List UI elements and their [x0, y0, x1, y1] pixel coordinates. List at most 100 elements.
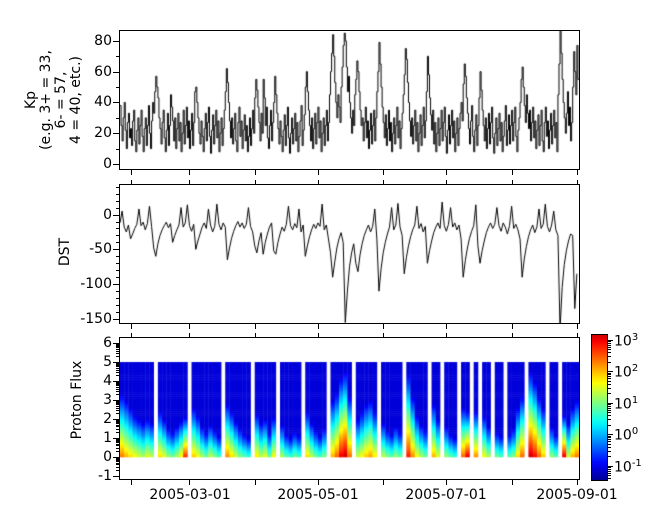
tick-mark — [512, 324, 513, 329]
tick-mark — [116, 194, 119, 195]
tick-mark — [608, 347, 611, 348]
tick-mark — [577, 333, 578, 337]
tick-mark — [116, 363, 119, 364]
tick-mark — [189, 170, 190, 175]
colorbar-tick-label: 102 — [614, 363, 639, 381]
tick-mark — [116, 263, 119, 264]
kp-panel — [119, 30, 580, 170]
tick-mark — [608, 444, 611, 445]
y-tick-label: 4 — [103, 373, 112, 389]
y-tick-label: 3 — [103, 392, 112, 408]
tick-mark — [255, 170, 256, 175]
tick-mark — [608, 473, 611, 474]
tick-mark — [116, 270, 119, 271]
y-tick-label: 0 — [103, 207, 112, 223]
y-tick-label: 6 — [103, 335, 112, 351]
y-tick-label: 0 — [103, 449, 112, 465]
tick-mark — [608, 410, 611, 411]
tick-mark — [608, 456, 611, 457]
tick-mark — [116, 368, 119, 369]
tick-mark — [116, 356, 119, 357]
tick-mark — [116, 410, 119, 411]
tick-mark — [608, 469, 611, 470]
tick-mark — [113, 249, 119, 250]
colorbar — [591, 334, 608, 481]
tick-mark — [383, 480, 384, 485]
tick-mark — [512, 480, 513, 485]
tick-mark — [608, 340, 613, 341]
tick-mark — [116, 201, 119, 202]
tick-mark — [116, 385, 119, 386]
tick-mark — [116, 439, 119, 440]
tick-mark — [116, 149, 119, 150]
tick-mark — [113, 381, 119, 382]
tick-mark — [116, 425, 119, 426]
tick-mark — [116, 222, 119, 223]
tick-mark — [577, 170, 578, 175]
tick-mark — [116, 401, 119, 402]
tick-mark — [608, 419, 611, 420]
tick-mark — [113, 438, 119, 439]
y-tick-label: 20 — [94, 125, 112, 141]
tick-mark — [116, 382, 119, 383]
tick-mark — [116, 305, 119, 306]
tick-mark — [116, 442, 119, 443]
tick-mark — [113, 284, 119, 285]
tick-mark — [116, 344, 119, 345]
tick-mark — [608, 352, 611, 353]
tick-mark — [608, 434, 613, 435]
colorbar-tick-label: 103 — [614, 332, 639, 350]
x-tick-label-may: 2005-05-01 — [277, 487, 359, 503]
tick-mark — [255, 333, 256, 337]
tick-mark — [116, 383, 119, 384]
tick-mark — [608, 478, 611, 479]
tick-mark — [113, 164, 119, 165]
tick-mark — [113, 102, 119, 103]
tick-mark — [512, 333, 513, 337]
tick-mark — [189, 480, 190, 485]
proton-flux-panel — [119, 337, 580, 480]
tick-mark — [608, 467, 611, 468]
tick-mark — [608, 371, 613, 372]
tick-mark — [116, 441, 119, 442]
kp-axis-label-line: Kp — [23, 90, 39, 110]
tick-mark — [383, 324, 384, 329]
tick-mark — [608, 381, 611, 382]
tick-mark — [116, 235, 119, 236]
tick-mark — [116, 56, 119, 57]
tick-mark — [318, 324, 319, 329]
tick-mark — [116, 387, 119, 388]
tick-mark — [113, 343, 119, 344]
dst-panel — [119, 184, 580, 324]
tick-mark — [116, 394, 119, 395]
tick-mark — [113, 215, 119, 216]
tick-mark — [255, 180, 256, 184]
tick-mark — [116, 372, 119, 373]
tick-mark — [116, 242, 119, 243]
y-tick-label: -1 — [98, 468, 112, 484]
tick-mark — [116, 426, 119, 427]
tick-mark — [318, 480, 319, 485]
y-tick-label: 2 — [103, 411, 112, 427]
tick-mark — [608, 437, 611, 438]
tick-mark — [116, 420, 119, 421]
tick-mark — [116, 351, 119, 352]
tick-mark — [116, 459, 119, 460]
tick-mark — [608, 343, 611, 344]
tick-mark — [116, 370, 119, 371]
colorbar-tick-label: 100 — [614, 426, 639, 444]
tick-mark — [608, 451, 611, 452]
tick-mark — [116, 444, 119, 445]
tick-mark — [608, 441, 611, 442]
tick-mark — [608, 425, 611, 426]
tick-mark — [116, 312, 119, 313]
tick-mark — [113, 400, 119, 401]
tick-mark — [608, 406, 611, 407]
tick-mark — [512, 180, 513, 184]
tick-mark — [116, 366, 119, 367]
tick-mark — [446, 324, 447, 329]
tick-mark — [189, 333, 190, 337]
tick-mark — [608, 388, 611, 389]
y-tick-label: 60 — [94, 64, 112, 80]
